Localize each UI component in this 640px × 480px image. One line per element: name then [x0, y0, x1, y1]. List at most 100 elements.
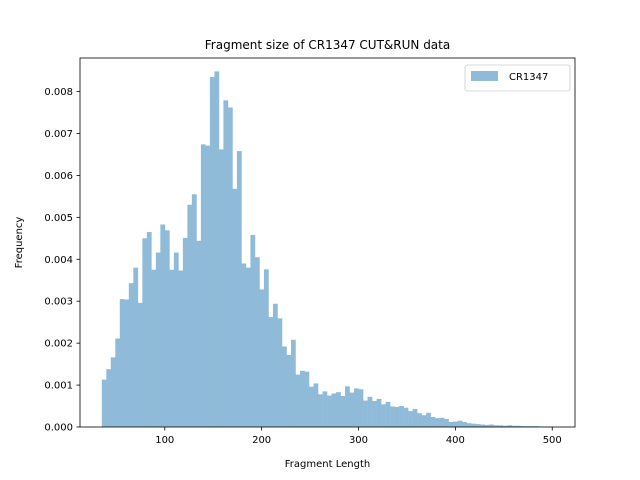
y-tick-label: 0.005: [44, 213, 73, 224]
histogram-bar: [101, 379, 107, 427]
histogram-bar: [331, 393, 337, 427]
histogram-bar: [232, 188, 238, 427]
histogram-bar: [178, 270, 184, 427]
histogram-bar: [241, 263, 247, 427]
histogram-bar: [115, 338, 121, 427]
histogram-bar: [367, 396, 373, 427]
histogram-bar: [516, 425, 521, 427]
histogram-bar: [205, 145, 211, 427]
histogram-bar: [299, 370, 305, 427]
histogram-bar: [169, 269, 175, 427]
histogram-bar: [525, 426, 531, 427]
histogram-bar: [417, 413, 422, 427]
histogram-bar: [218, 149, 224, 427]
y-tick-label: 0.000: [44, 423, 73, 434]
histogram-bar: [529, 426, 535, 427]
histogram-bar: [259, 289, 265, 427]
histogram-bar: [309, 386, 314, 427]
histogram-bar: [511, 425, 517, 427]
y-tick-label: 0.001: [44, 381, 73, 392]
histogram-bar: [399, 406, 404, 427]
histogram-bar: [250, 234, 256, 427]
histogram-bar: [200, 144, 206, 427]
plot-area-frame: [79, 57, 576, 428]
histogram-bar: [345, 386, 350, 427]
histogram-bar: [489, 424, 494, 427]
x-tick-label: 200: [252, 435, 271, 446]
histogram-bar: [372, 401, 377, 427]
histogram-bar: [376, 398, 382, 427]
histogram-bar: [182, 237, 188, 427]
histogram-bar: [336, 392, 341, 427]
histogram-bar: [381, 404, 386, 427]
histogram-bar: [196, 240, 202, 427]
y-tick-label: 0.003: [44, 297, 73, 308]
histogram-bar: [209, 76, 215, 428]
histogram-bar: [187, 204, 193, 427]
histogram-bar: [520, 426, 526, 427]
histogram-bar: [462, 421, 467, 427]
histogram-bar: [155, 252, 161, 427]
histogram-bar: [322, 391, 328, 427]
histogram-bar: [223, 100, 229, 427]
histogram-bar: [272, 303, 278, 427]
histogram-bar: [327, 395, 332, 427]
histogram-bar: [146, 232, 152, 427]
histogram-bar: [313, 383, 319, 427]
y-axis-ticks: 0.000 0.001 0.002 0.003 0.004 0.005 0.006 0.007…: [44, 87, 80, 434]
histogram-bar: [151, 269, 157, 427]
histogram-bar: [403, 407, 409, 427]
histogram-bar: [110, 357, 116, 427]
histogram-bar: [106, 369, 112, 427]
histogram-bar: [480, 424, 485, 427]
y-axis-label: Frequency: [14, 217, 25, 269]
histogram-bar: [385, 401, 391, 427]
legend-swatch-cr1347: [471, 71, 498, 81]
histogram-bar: [295, 374, 301, 427]
histogram-bar: [128, 283, 134, 427]
histogram-bar: [453, 421, 458, 427]
histogram-bar: [142, 238, 148, 427]
histogram-bar: [277, 318, 283, 427]
histogram-bar: [160, 224, 166, 427]
histogram-bar: [281, 346, 287, 427]
histogram-bar: [439, 417, 445, 427]
histogram-bar: [173, 252, 179, 427]
histogram-bar: [493, 425, 499, 427]
legend-label-cr1347: CR1347: [509, 72, 548, 83]
x-axis-label: Fragment Length: [285, 459, 370, 470]
histogram-bar: [412, 408, 418, 427]
histogram-bar: [254, 257, 260, 427]
histogram-bar: [444, 419, 449, 427]
histogram-bar: [133, 267, 139, 427]
histogram-bar: [191, 194, 197, 427]
histogram-bar: [466, 423, 472, 427]
histogram-bar: [430, 416, 436, 427]
x-tick-label: 400: [446, 435, 465, 446]
histogram-bar: [448, 421, 454, 427]
histogram-bar: [421, 415, 427, 427]
histogram-bar: [268, 317, 274, 427]
histogram-bar: [286, 354, 292, 427]
y-tick-label: 0.007: [44, 129, 73, 140]
y-tick-label: 0.006: [44, 171, 73, 182]
y-tick-label: 0.004: [44, 255, 73, 266]
histogram-bars: [101, 71, 553, 428]
histogram-bar: [340, 395, 346, 427]
histogram-bar: [290, 339, 296, 427]
histogram-bar: [408, 411, 413, 427]
histogram-bar: [164, 230, 170, 427]
y-tick-label: 0.002: [44, 339, 73, 350]
histogram-bar: [426, 412, 431, 427]
x-axis-ticks: 100 200 300 400 500: [155, 427, 562, 446]
histogram-bar: [119, 299, 125, 427]
histogram-bar: [263, 269, 269, 427]
histogram-bar: [390, 406, 395, 427]
histogram-bar: [245, 267, 251, 427]
histogram-bar: [534, 426, 540, 427]
x-tick-label: 300: [349, 435, 368, 446]
chart-title: Fragment size of CR1347 CUT&RUN data: [205, 38, 450, 52]
histogram-bar: [124, 299, 130, 427]
histogram-bar: [137, 302, 143, 427]
